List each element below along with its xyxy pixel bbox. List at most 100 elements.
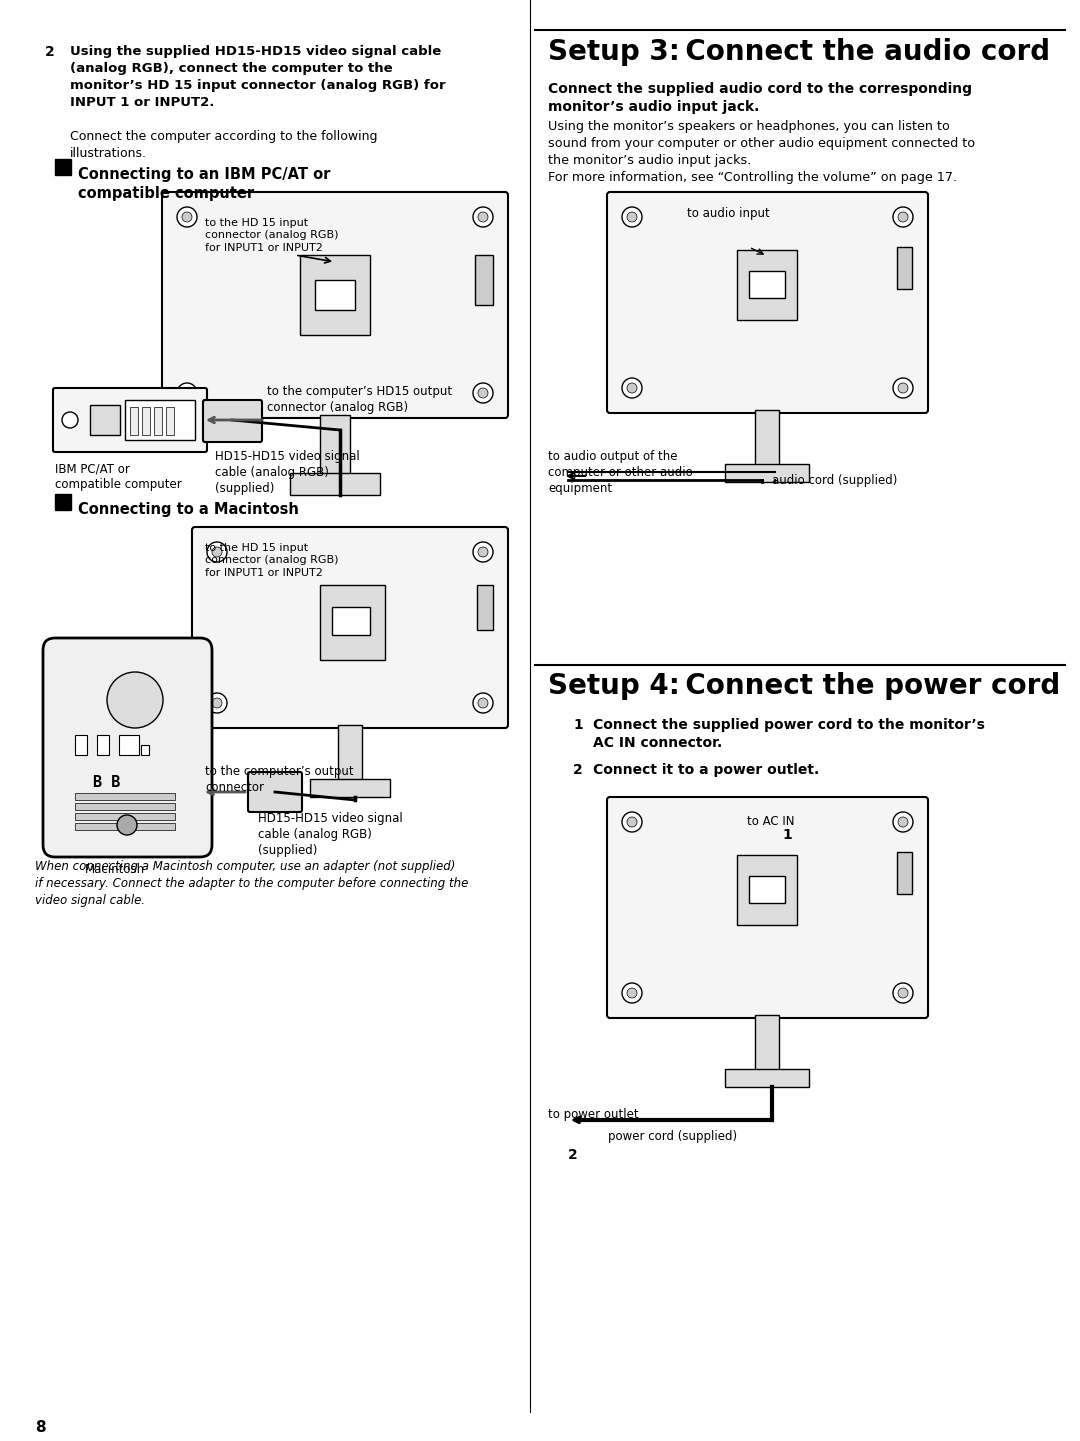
Bar (141, 745, 149, 755)
Text: HD15-HD15 video signal
cable (analog RGB)
(supplied): HD15-HD15 video signal cable (analog RGB… (215, 450, 360, 496)
Circle shape (473, 383, 492, 403)
Text: power cord (supplied): power cord (supplied) (608, 1130, 738, 1143)
Text: Connect the supplied power cord to the monitor’s
AC IN connector.: Connect the supplied power cord to the m… (593, 718, 985, 751)
FancyBboxPatch shape (203, 401, 262, 442)
Text: 2: 2 (568, 1148, 578, 1161)
Bar (125, 401, 195, 440)
Text: Connect the supplied audio cord to the corresponding
monitor’s audio input jack.: Connect the supplied audio cord to the c… (548, 82, 972, 114)
Text: to the HD 15 input
connector (analog RGB)
for INPUT1 or INPUT2: to the HD 15 input connector (analog RGB… (205, 543, 338, 578)
Bar (725, 464, 809, 481)
Circle shape (473, 208, 492, 228)
Circle shape (622, 208, 642, 228)
Circle shape (207, 542, 227, 562)
Circle shape (893, 378, 913, 398)
FancyBboxPatch shape (607, 797, 928, 1017)
Bar (75, 813, 175, 820)
Bar (320, 415, 350, 476)
Bar (75, 793, 175, 800)
Bar (130, 406, 138, 435)
Circle shape (183, 212, 192, 222)
Bar (55, 494, 71, 510)
Bar (320, 585, 384, 660)
Text: audio cord (supplied): audio cord (supplied) (772, 474, 897, 487)
Text: to the HD 15 input
connector (analog RGB)
for INPUT1 or INPUT2: to the HD 15 input connector (analog RGB… (205, 218, 338, 252)
Text: Setup 3: Connect the audio cord: Setup 3: Connect the audio cord (548, 37, 1050, 66)
Circle shape (622, 811, 642, 831)
Text: Connect the computer according to the following
illustrations.: Connect the computer according to the fo… (70, 130, 378, 160)
Bar (338, 725, 362, 780)
Text: Macintosh: Macintosh (85, 863, 145, 876)
Circle shape (212, 697, 222, 708)
Bar (154, 406, 162, 435)
Text: When connecting a Macintosh computer, use an adapter (not supplied)
if necessary: When connecting a Macintosh computer, us… (35, 860, 469, 906)
Bar (750, 271, 785, 298)
FancyBboxPatch shape (607, 192, 928, 414)
Bar (475, 255, 492, 305)
Text: Setup 4: Connect the power cord: Setup 4: Connect the power cord (548, 672, 1061, 700)
Text: Using the supplied HD15-HD15 video signal cable
(analog RGB), connect the comput: Using the supplied HD15-HD15 video signa… (70, 45, 446, 110)
Bar (75, 803, 175, 810)
Bar (755, 411, 779, 465)
Text: Connect it to a power outlet.: Connect it to a power outlet. (593, 762, 820, 777)
FancyBboxPatch shape (43, 638, 212, 857)
Bar (755, 1014, 779, 1071)
Circle shape (622, 378, 642, 398)
Text: to power outlet: to power outlet (548, 1108, 638, 1121)
Circle shape (478, 548, 488, 558)
Bar (75, 823, 175, 830)
Text: 1: 1 (782, 829, 792, 842)
Bar (75, 735, 87, 755)
Circle shape (473, 542, 492, 562)
Text: 2: 2 (45, 45, 55, 59)
Text: B B: B B (93, 775, 120, 790)
Circle shape (207, 693, 227, 713)
Bar (737, 249, 797, 320)
Circle shape (107, 672, 163, 728)
Circle shape (893, 811, 913, 831)
Circle shape (212, 548, 222, 558)
Circle shape (117, 816, 137, 834)
Circle shape (893, 208, 913, 228)
Circle shape (478, 697, 488, 708)
Circle shape (177, 208, 197, 228)
Circle shape (893, 983, 913, 1003)
FancyBboxPatch shape (248, 772, 302, 811)
Text: 8: 8 (35, 1419, 45, 1435)
Text: Connecting to a Macintosh: Connecting to a Macintosh (78, 501, 299, 517)
FancyBboxPatch shape (53, 388, 207, 452)
Text: to audio output of the
computer or other audio
equipment: to audio output of the computer or other… (548, 450, 692, 496)
Bar (90, 405, 120, 435)
Bar (291, 473, 380, 496)
Bar (737, 855, 797, 925)
FancyBboxPatch shape (192, 527, 508, 728)
Text: to the computer’s output
connector: to the computer’s output connector (205, 765, 353, 794)
Bar (315, 280, 355, 310)
Circle shape (627, 817, 637, 827)
Text: 1: 1 (573, 718, 583, 732)
Circle shape (183, 388, 192, 398)
Circle shape (177, 383, 197, 403)
Bar (141, 406, 150, 435)
Circle shape (897, 989, 908, 999)
Bar (166, 406, 174, 435)
Bar (97, 735, 109, 755)
Text: Using the monitor’s speakers or headphones, you can listen to
sound from your co: Using the monitor’s speakers or headphon… (548, 120, 975, 184)
Bar (55, 159, 71, 174)
Text: to the computer’s HD15 output
connector (analog RGB): to the computer’s HD15 output connector … (267, 385, 453, 414)
Text: Connecting to an IBM PC/AT or
compatible computer: Connecting to an IBM PC/AT or compatible… (78, 167, 330, 200)
Text: IBM PC/AT or
compatible computer: IBM PC/AT or compatible computer (55, 463, 181, 491)
Circle shape (478, 212, 488, 222)
Bar (332, 607, 370, 635)
Text: to AC IN: to AC IN (747, 816, 795, 829)
Circle shape (478, 388, 488, 398)
Text: HD15-HD15 video signal
cable (analog RGB)
(supplied): HD15-HD15 video signal cable (analog RGB… (258, 811, 403, 857)
Circle shape (627, 989, 637, 999)
FancyBboxPatch shape (162, 192, 508, 418)
Circle shape (622, 983, 642, 1003)
Circle shape (897, 817, 908, 827)
Bar (725, 1069, 809, 1087)
Circle shape (627, 383, 637, 393)
Circle shape (62, 412, 78, 428)
Circle shape (627, 212, 637, 222)
Circle shape (473, 693, 492, 713)
